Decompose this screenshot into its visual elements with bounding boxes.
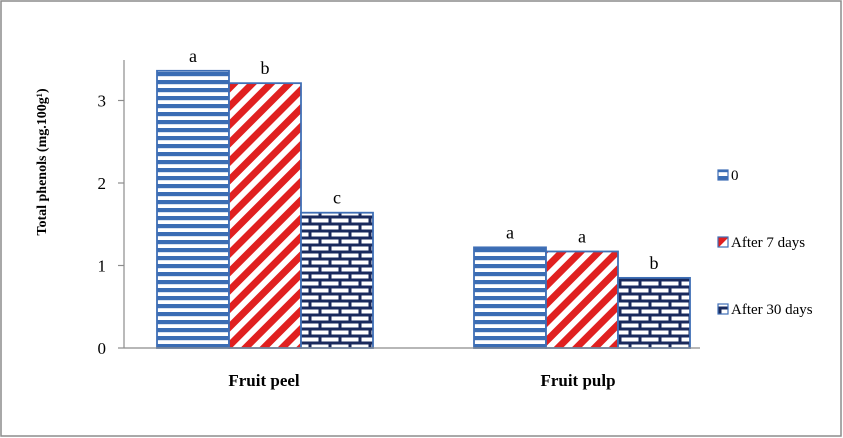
bars-layer: [156, 69, 691, 349]
legend: 0 After 7 days After 30 days: [717, 168, 813, 318]
bar-0-1: [228, 82, 302, 349]
x-category-label: Fruit peel: [228, 371, 300, 390]
y-tick-label: 2: [98, 174, 107, 193]
bar-1-1: [545, 250, 619, 349]
legend-swatch: [717, 303, 729, 315]
bar-1-0: [473, 246, 547, 349]
x-category-label: Fruit pulp: [540, 371, 615, 390]
significance-label-0-1: b: [261, 58, 270, 78]
legend-label: After 7 days: [731, 235, 805, 251]
bar-0-2: [300, 211, 374, 349]
legend-label: 0: [731, 168, 739, 184]
y-tick-label: 0: [98, 339, 107, 358]
legend-swatch: [717, 169, 729, 181]
bar-1-2: [617, 276, 691, 349]
significance-label-1-0: a: [506, 222, 514, 242]
y-axis-ticks: 0 1 2 3: [98, 92, 124, 358]
significance-label-1-1: a: [578, 226, 586, 246]
y-tick-label: 3: [98, 92, 107, 111]
x-axis-categories: Fruit peel Fruit pulp: [228, 371, 615, 390]
significance-label-0-2: c: [333, 188, 341, 208]
significance-labels: a b c a a b: [189, 46, 659, 273]
bar-0-0: [156, 69, 230, 349]
legend-swatch: [717, 236, 729, 248]
legend-label: After 30 days: [731, 302, 813, 318]
significance-label-0-0: a: [189, 46, 197, 66]
y-axis-title: Total phenols (mg.100g¹): [35, 88, 50, 236]
significance-label-1-2: b: [650, 253, 659, 273]
y-tick-label: 1: [98, 257, 107, 276]
